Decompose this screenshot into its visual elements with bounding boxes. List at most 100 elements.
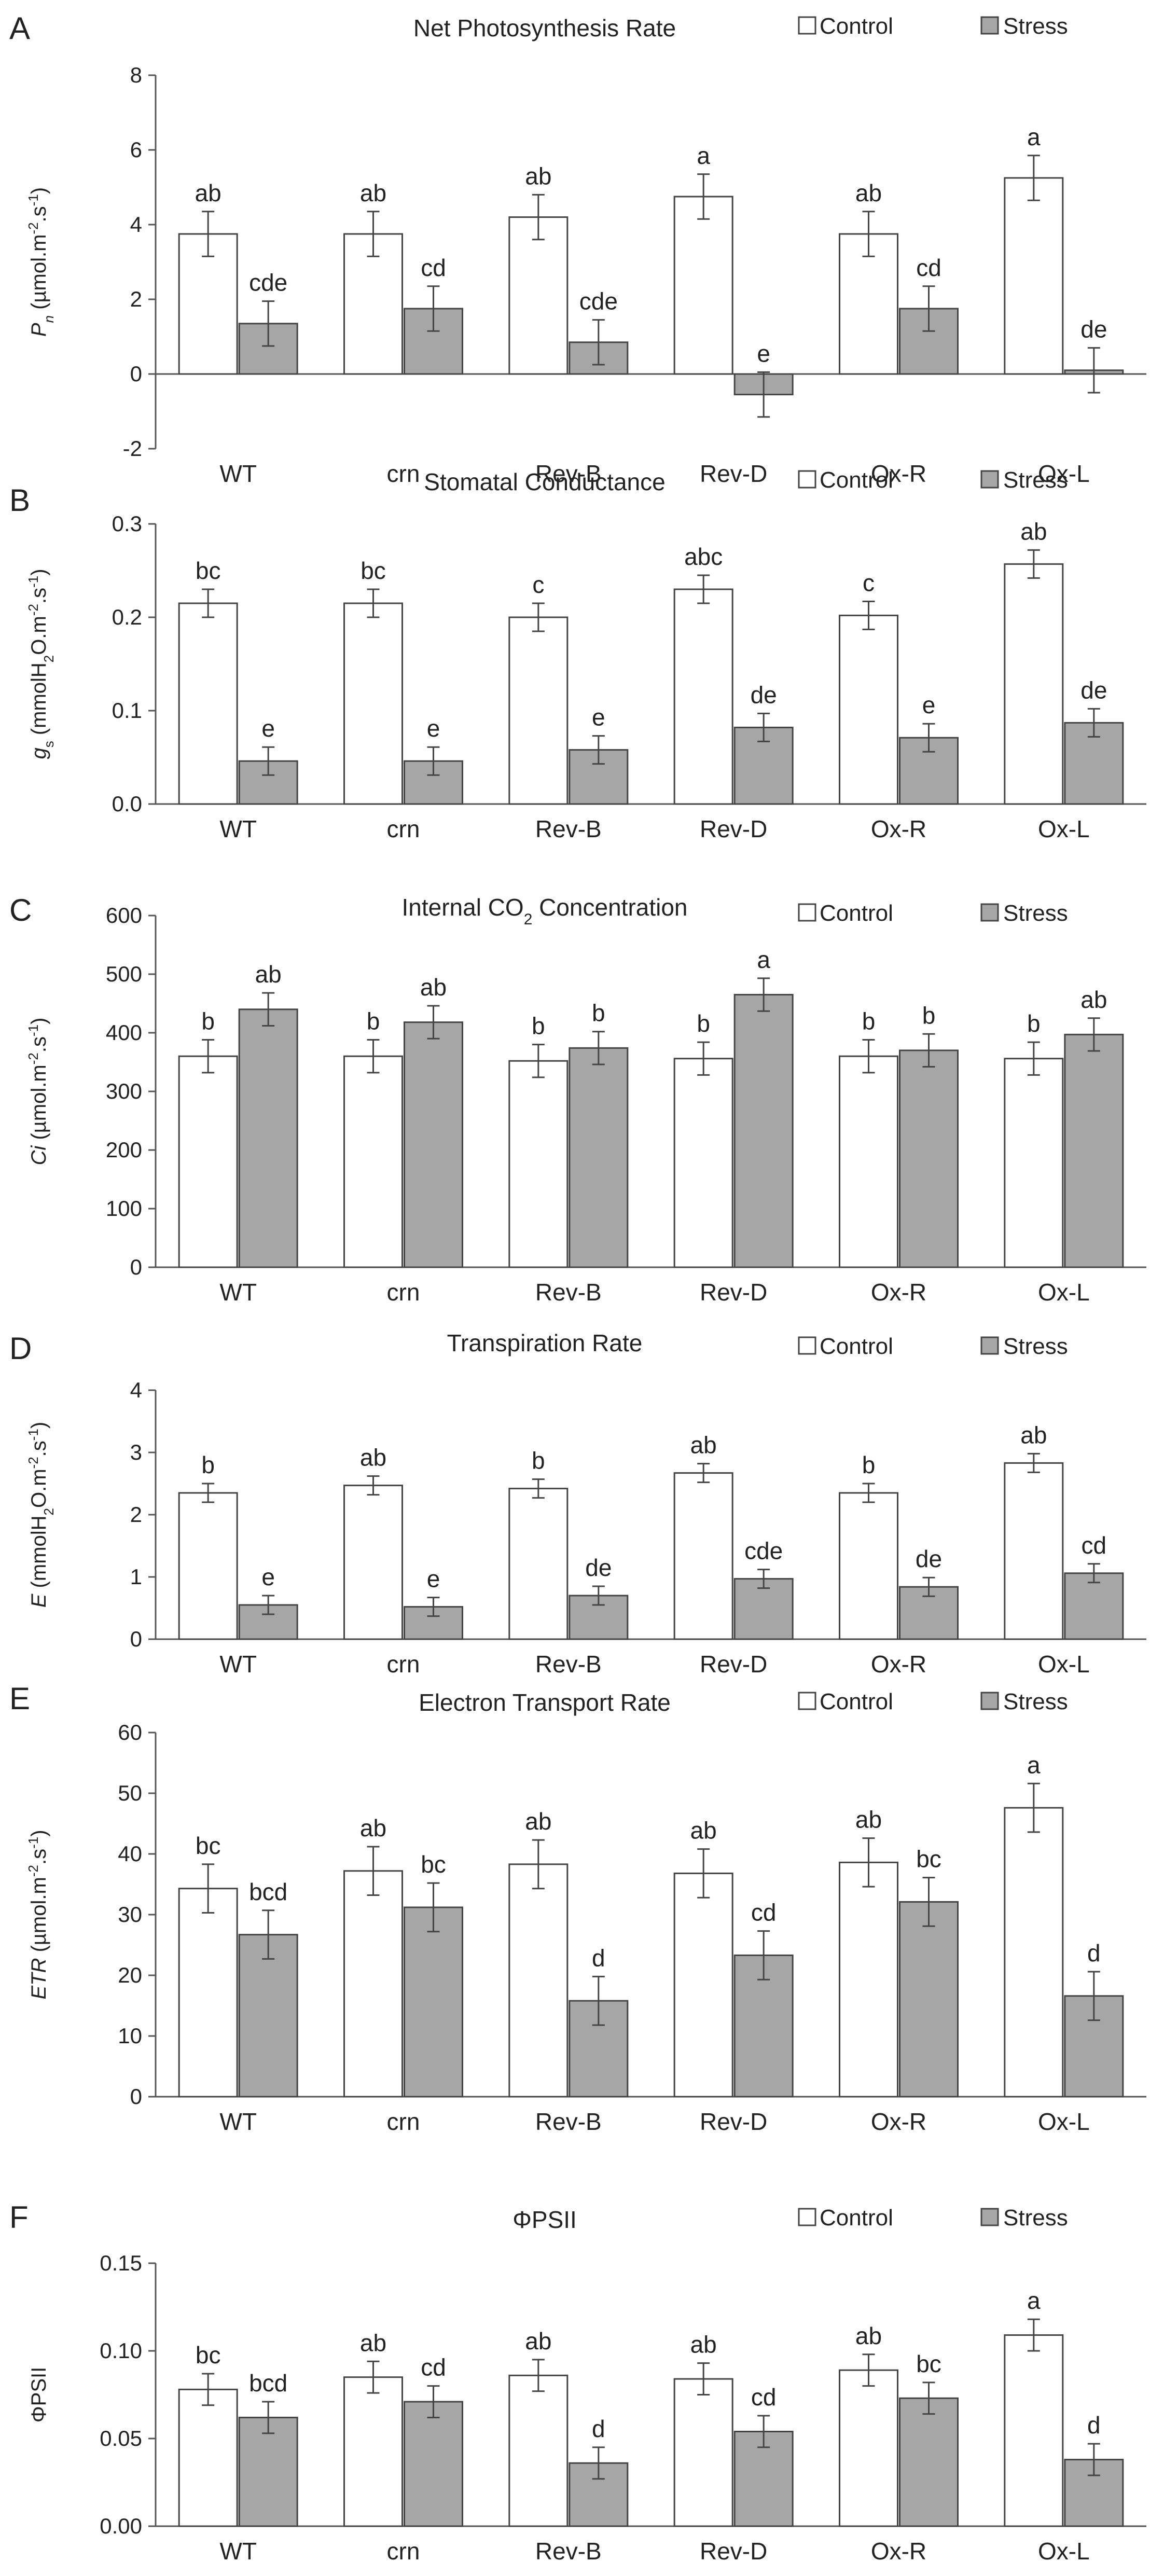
- bar-stress-rev-d: [733, 1954, 794, 2098]
- legend: Control Stress: [798, 467, 1068, 493]
- legend-control-label: Control: [820, 467, 893, 493]
- significance-label: d: [1087, 1940, 1101, 1966]
- panel-d: D Transpiration Rate Control Stress 0 1 2 3 4 E (…: [9, 1329, 1146, 1678]
- bar-stress-crn: [404, 1906, 463, 2098]
- bar-stress-wt: [238, 1008, 298, 1268]
- significance-label: ab: [360, 1444, 386, 1471]
- bar-stress-ox-r: [899, 2397, 959, 2527]
- legend-stress-label: Stress: [1003, 2205, 1068, 2231]
- significance-label: ab: [195, 179, 221, 206]
- category-label: crn: [387, 1279, 420, 1306]
- bar-control-ox-l: [1004, 2334, 1064, 2527]
- legend-control-label: Control: [820, 901, 893, 926]
- legend-stress-swatch: [980, 2208, 999, 2226]
- significance-label: ab: [525, 2328, 551, 2355]
- bar-control-crn: [343, 1870, 403, 2098]
- legend-stress-swatch: [980, 16, 999, 35]
- significance-label: e: [757, 340, 770, 367]
- y-tick-label: 0.2: [112, 605, 142, 629]
- significance-label: bc: [916, 2350, 941, 2377]
- legend-stress-label: Stress: [1003, 901, 1068, 926]
- panel-c: C Internal CO2 Concentration Control Stress…: [9, 893, 1146, 1306]
- bar-stress-wt: [238, 1934, 298, 2098]
- y-tick-label: 6: [130, 137, 142, 162]
- category-label: crn: [387, 2108, 420, 2135]
- category-label: Rev-B: [535, 1279, 602, 1306]
- bar-control-rev-d: [673, 1058, 733, 1268]
- y-tick-label: 0.00: [100, 2514, 142, 2538]
- legend-stress-label: Stress: [1003, 1334, 1068, 1359]
- panel-letter: E: [9, 1681, 30, 1716]
- chart-title: Electron Transport Rate: [419, 1689, 671, 1716]
- category-label: Ox-R: [871, 1651, 926, 1678]
- significance-label: ab: [360, 2329, 386, 2356]
- significance-label: e: [427, 715, 440, 742]
- legend-control-label: Control: [820, 1334, 893, 1359]
- bar-control-rev-b: [508, 216, 569, 375]
- significance-label: d: [1087, 2412, 1101, 2439]
- significance-label: bc: [361, 557, 386, 584]
- y-tick-label: 40: [118, 1841, 142, 1866]
- bar-stress-wt: [238, 2416, 298, 2527]
- category-label: Ox-L: [1038, 1279, 1090, 1306]
- significance-label: ab: [360, 1815, 386, 1841]
- significance-label: b: [862, 1451, 876, 1478]
- significance-label: cd: [421, 254, 446, 281]
- bar-stress-crn: [404, 760, 463, 805]
- category-label: Rev-D: [700, 2108, 767, 2135]
- y-tick-label: 0.10: [100, 2338, 142, 2363]
- bar-control-rev-d: [673, 196, 733, 375]
- significance-label: e: [261, 715, 275, 742]
- y-tick-label: 3: [130, 1440, 142, 1464]
- significance-label: ab: [525, 1808, 551, 1835]
- panel-e: E Electron Transport Rate Control Stress 0 10…: [9, 1681, 1146, 2135]
- legend-stress-swatch: [980, 903, 999, 922]
- legend-stress-label: Stress: [1003, 1689, 1068, 1714]
- bar-control-ox-r: [839, 1055, 898, 1268]
- significance-label: de: [585, 1554, 612, 1581]
- y-tick-label: 0: [130, 2084, 142, 2109]
- significance-label: b: [697, 1010, 710, 1037]
- bar-control-wt: [178, 233, 238, 375]
- legend-control-swatch: [798, 470, 816, 489]
- bar-control-rev-b: [508, 1863, 569, 2098]
- bar-control-ox-r: [839, 2369, 898, 2527]
- significance-label: b: [922, 1002, 936, 1029]
- significance-label: ab: [690, 2331, 717, 2358]
- y-tick-label: 4: [130, 1378, 142, 1402]
- y-tick-label: 0.1: [112, 698, 142, 723]
- y-tick-label: 0.0: [112, 792, 142, 816]
- y-axis-label: ETR (µmol.m-2.s-1): [25, 1830, 50, 1999]
- y-tick-label: 20: [118, 1963, 142, 1987]
- legend-control-swatch: [798, 2208, 816, 2226]
- bar-control-rev-d: [673, 588, 733, 805]
- legend-stress-swatch: [980, 1336, 999, 1355]
- category-label: crn: [387, 815, 420, 842]
- significance-label: ab: [855, 2322, 882, 2349]
- legend: Control Stress: [798, 13, 1068, 39]
- y-tick-label: 50: [118, 1781, 142, 1805]
- bar-control-rev-d: [673, 1872, 733, 2098]
- bar-control-rev-b: [508, 616, 569, 805]
- y-axis-label: ΦPSII: [27, 2367, 50, 2423]
- significance-label: de: [751, 681, 777, 708]
- significance-label: de: [916, 1545, 942, 1572]
- significance-label: a: [697, 142, 710, 169]
- bar-control-ox-l: [1004, 563, 1064, 805]
- y-axis-label: gs (mmolH2O.m-2.s-1): [25, 569, 57, 759]
- chart-title: ΦPSII: [512, 2206, 577, 2233]
- bar-control-wt: [178, 1888, 238, 2098]
- panel-letter: D: [9, 1331, 32, 1366]
- panel-letter: F: [9, 2200, 29, 2235]
- significance-label: b: [201, 1451, 215, 1478]
- significance-label: e: [427, 1566, 440, 1592]
- bar-stress-rev-b: [569, 1047, 629, 1268]
- bar-control-ox-r: [839, 1492, 898, 1640]
- bar-control-rev-b: [508, 1488, 569, 1640]
- category-label: Ox-L: [1038, 1651, 1090, 1678]
- significance-label: a: [1027, 1751, 1041, 1778]
- y-tick-label: 500: [106, 962, 142, 986]
- significance-label: abc: [684, 543, 723, 570]
- bar-control-crn: [343, 1485, 403, 1640]
